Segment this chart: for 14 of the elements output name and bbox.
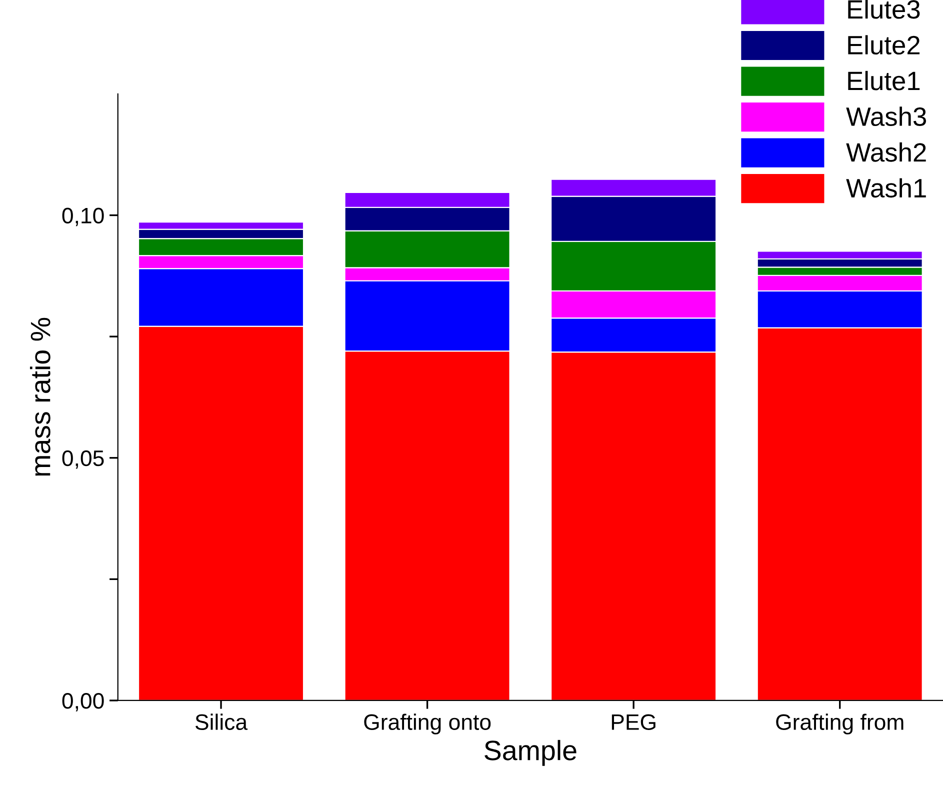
y-tick-label: 0,10 bbox=[62, 208, 104, 226]
x-tick-label: Grafting onto bbox=[364, 714, 491, 734]
y-tick-label: 0,05 bbox=[62, 450, 104, 469]
legend-label: Wash2 bbox=[846, 142, 926, 162]
legend-label: Elute1 bbox=[848, 70, 920, 90]
x-tick-label: Grafting from bbox=[776, 714, 904, 734]
x-axis-title: Sample bbox=[484, 740, 576, 766]
y-tick-label: 0,00 bbox=[62, 693, 104, 712]
y-axis-title: mass ratio % bbox=[30, 318, 50, 476]
x-tick-label: Silica bbox=[195, 714, 248, 730]
legend-label: Wash3 bbox=[846, 106, 926, 126]
x-tick-label: PEG bbox=[612, 714, 656, 730]
legend-label: Elute2 bbox=[848, 35, 920, 55]
legend-label: Wash1 bbox=[846, 178, 926, 198]
